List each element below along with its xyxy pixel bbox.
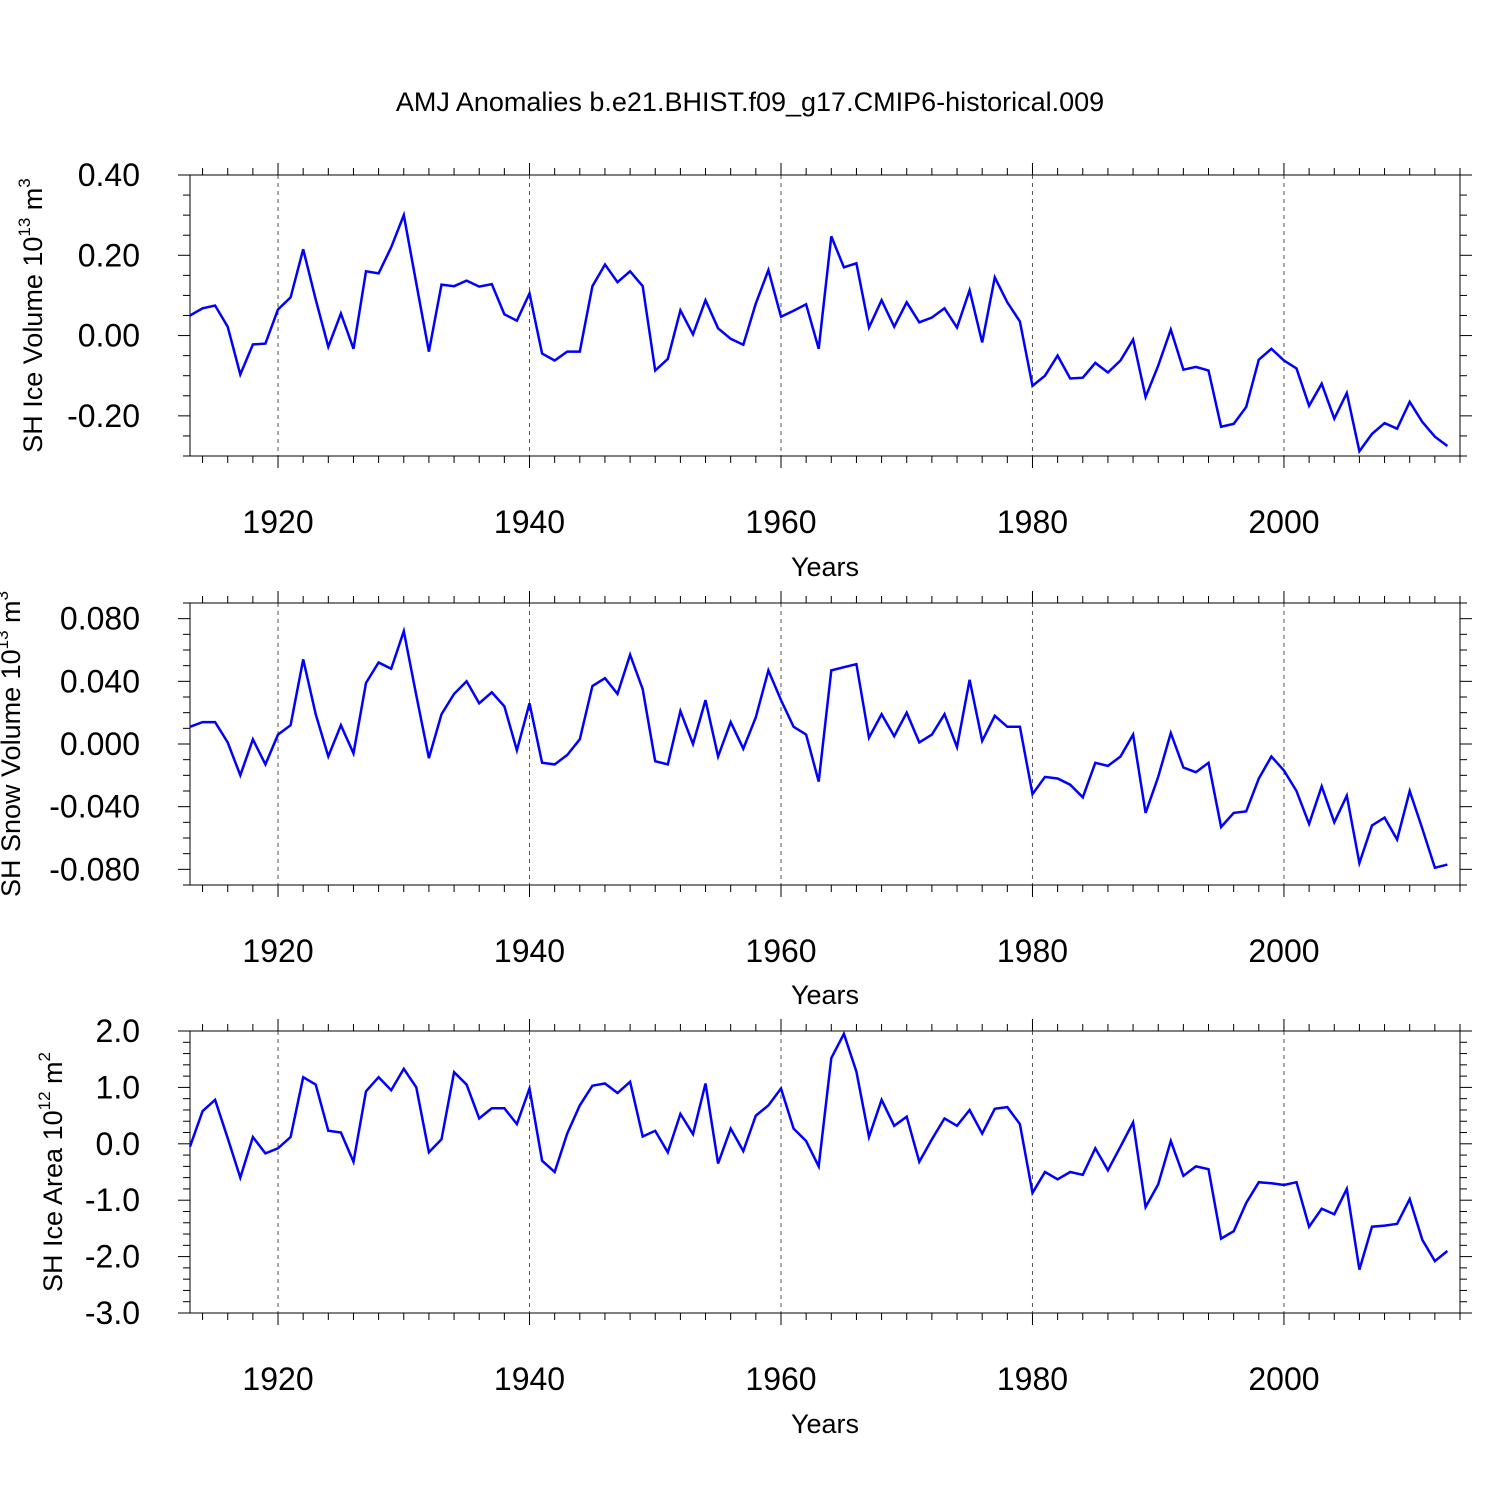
y-axis-title: SH Ice Volume 1013 m3: [15, 178, 48, 453]
y-tick-label: -3.0: [85, 1295, 140, 1331]
x-tick-label: 2000: [1248, 1361, 1319, 1397]
x-axis-title: Years: [791, 1409, 859, 1439]
y-tick-label: -0.040: [49, 789, 140, 825]
x-tick-label: 1920: [242, 504, 313, 540]
x-tick-label: 1920: [242, 1361, 313, 1397]
x-tick-label: 1960: [745, 1361, 816, 1397]
series-line: [188, 1030, 1449, 1270]
y-tick-label: -2.0: [85, 1239, 140, 1275]
panel-ice-volume: 1920 1940 1960 1980 2000 Years 0.40 0.20 0.00 -0.…: [15, 157, 1472, 582]
y-tick-label: 2.0: [96, 1013, 140, 1049]
x-axis-title: Years: [791, 552, 859, 582]
y-tick-label: -0.20: [67, 398, 140, 434]
y-tick-label: 0.0: [96, 1126, 140, 1162]
x-tick-label: 1980: [997, 1361, 1068, 1397]
x-tick-label: 1940: [494, 1361, 565, 1397]
x-tick-label: 1920: [242, 933, 313, 969]
plot-frame: [189, 1030, 1461, 1314]
x-tick-label: 1980: [997, 933, 1068, 969]
panel-ice-area: 1920 1940 1960 1980 2000 Years 2.0 1.0 0.0 -1.0 -2…: [35, 1013, 1472, 1439]
x-tick-label: 1960: [745, 504, 816, 540]
y-tick-label: 0.080: [60, 601, 140, 637]
main-title: AMJ Anomalies b.e21.BHIST.f09_g17.CMIP6-…: [396, 87, 1104, 117]
series-line: [189, 210, 1449, 455]
series-line: [189, 626, 1448, 870]
x-tick-label: 2000: [1248, 504, 1319, 540]
x-tick-label: 1980: [997, 504, 1068, 540]
y-tick-label: -1.0: [85, 1182, 140, 1218]
plot-frame: [189, 174, 1461, 457]
x-tick-label: 1940: [494, 933, 565, 969]
x-tick-label: 2000: [1248, 933, 1319, 969]
x-tick-label: 1960: [745, 933, 816, 969]
y-tick-label: -0.080: [49, 851, 140, 887]
plot-frame: [189, 602, 1461, 886]
y-axis-title: SH Snow Volume 1013 m3: [0, 591, 26, 897]
y-tick-label: 0.000: [60, 726, 140, 762]
y-tick-label: 1.0: [96, 1069, 140, 1105]
y-tick-label: 0.040: [60, 663, 140, 699]
panel-snow-volume: 1920 1940 1960 1980 2000 Years 0.080 0.040 0.000…: [0, 591, 1472, 1010]
y-tick-label: 0.20: [78, 237, 140, 273]
y-axis-title: SH Ice Area 1012 m2: [35, 1052, 68, 1292]
x-tick-label: 1940: [494, 504, 565, 540]
x-axis-title: Years: [791, 980, 859, 1010]
y-tick-label: 0.00: [78, 318, 140, 354]
y-tick-label: 0.40: [78, 157, 140, 193]
